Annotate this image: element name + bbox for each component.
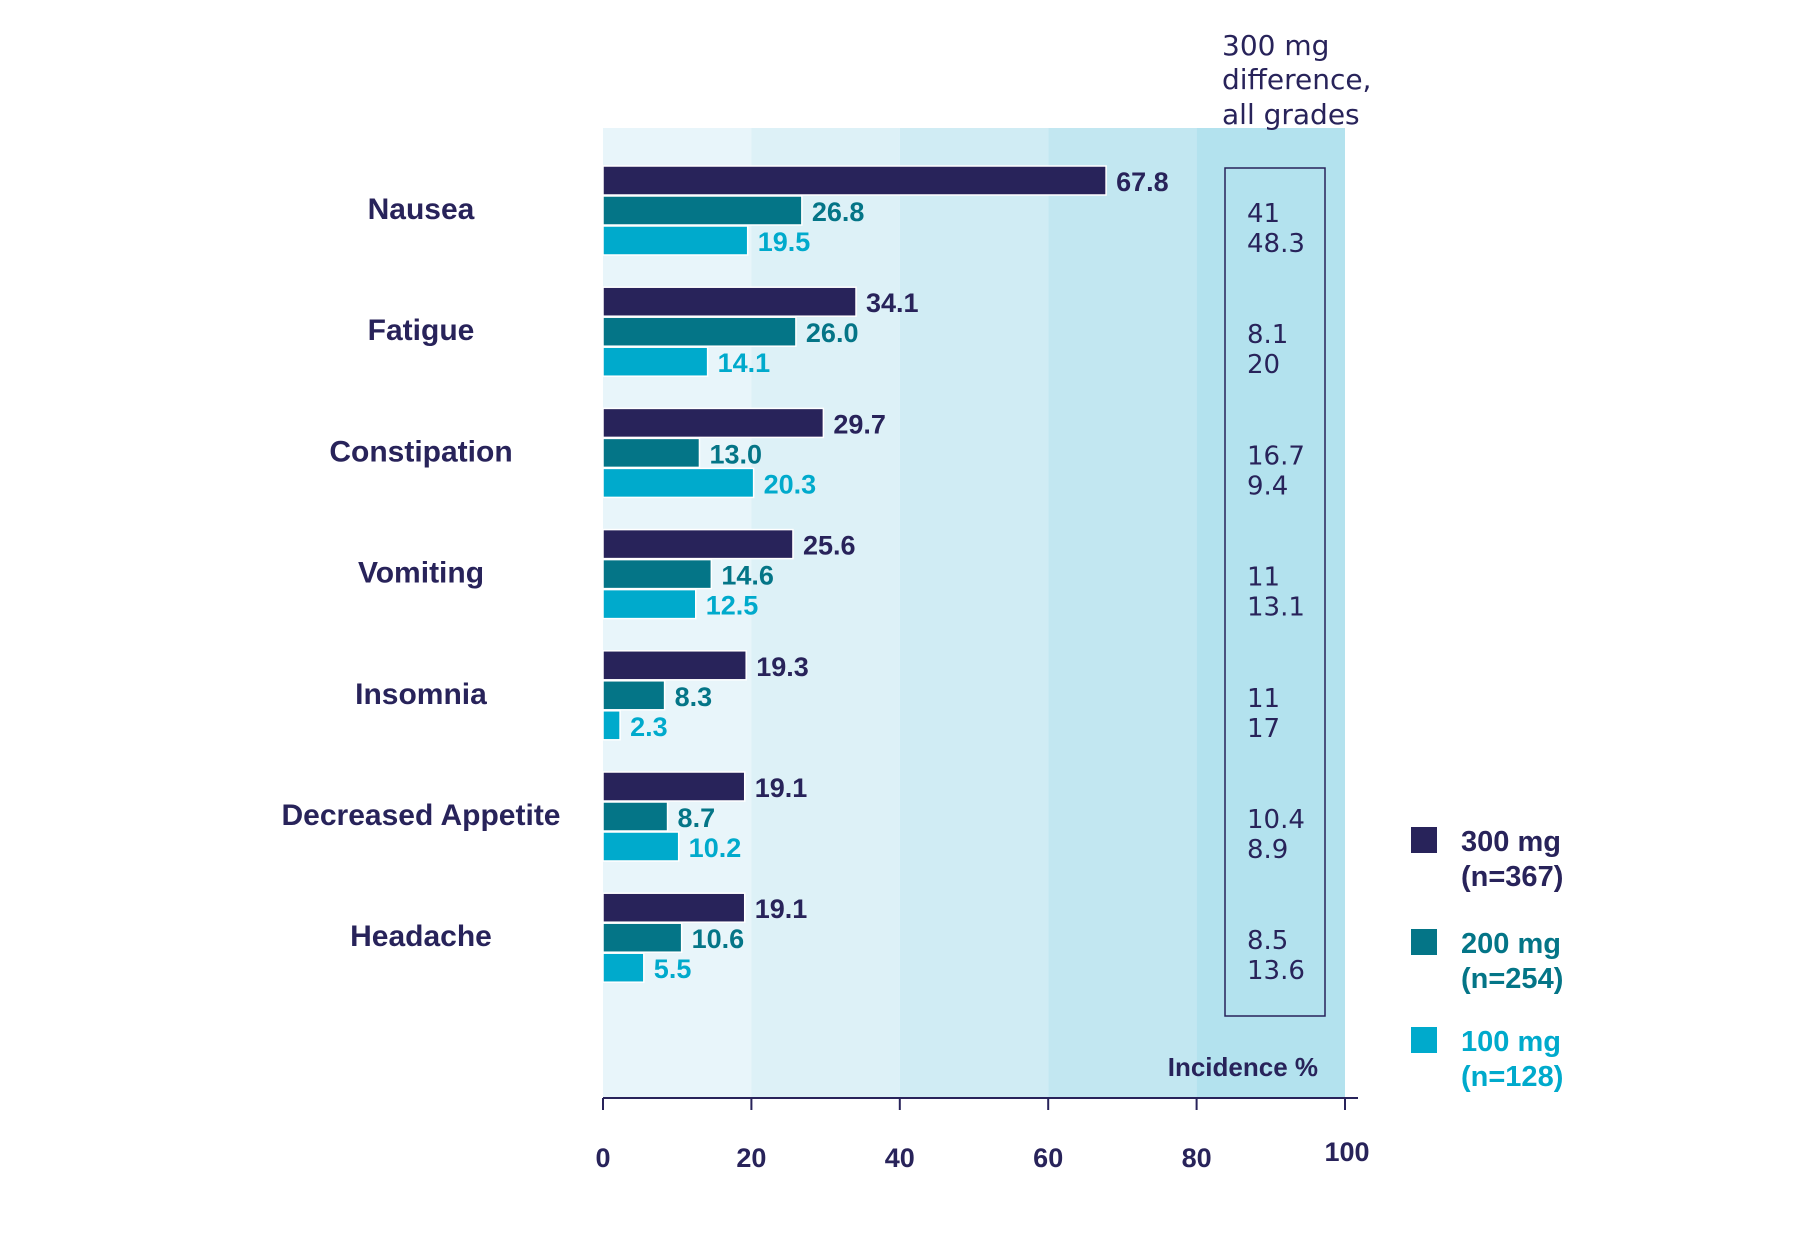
value-label-6-2: 5.5 bbox=[654, 954, 692, 984]
x-tick-label-1: 20 bbox=[736, 1143, 766, 1173]
category-label-0: Nausea bbox=[368, 193, 475, 226]
difference-header-line-2: difference, bbox=[1222, 63, 1371, 96]
value-label-5-2: 10.2 bbox=[689, 833, 742, 863]
legend-swatch-2 bbox=[1411, 1027, 1437, 1053]
value-label-4-0: 19.3 bbox=[756, 652, 809, 682]
bar-6-1 bbox=[602, 922, 683, 953]
x-axis-label: Incidence % bbox=[1168, 1052, 1318, 1082]
bar-1-0 bbox=[602, 286, 857, 317]
legend-swatch-0 bbox=[1411, 827, 1437, 853]
difference-value-6-0: 8.5 bbox=[1247, 926, 1288, 956]
bar-4-2 bbox=[602, 710, 621, 741]
value-label-4-1: 8.3 bbox=[675, 682, 713, 712]
difference-value-0-0: 41 bbox=[1247, 199, 1280, 229]
legend: 300 mg(n=367) 200 mg(n=254) 100 mg(n=128) bbox=[1411, 826, 1563, 1093]
bar-6-0 bbox=[602, 892, 746, 923]
bar-0-0 bbox=[602, 165, 1107, 196]
difference-header-line-3: all grades bbox=[1222, 98, 1360, 131]
bar-0-1 bbox=[602, 195, 803, 226]
value-label-5-0: 19.1 bbox=[755, 773, 808, 803]
x-tick-label-2: 40 bbox=[885, 1143, 915, 1173]
x-axis: Incidence % 0 20 40 60 80 100 bbox=[595, 1052, 1369, 1173]
legend-swatch-1 bbox=[1411, 929, 1437, 955]
bar-4-0 bbox=[602, 650, 747, 681]
bar-2-2 bbox=[602, 467, 755, 499]
x-tick-label-0: 0 bbox=[595, 1143, 610, 1173]
category-label-2: Constipation bbox=[329, 435, 512, 468]
bar-5-2 bbox=[602, 831, 680, 862]
bar-3-1 bbox=[602, 558, 713, 590]
difference-value-5-0: 10.4 bbox=[1247, 805, 1305, 835]
difference-value-1-1: 20 bbox=[1247, 350, 1280, 380]
bar-1-1 bbox=[602, 316, 797, 347]
value-label-3-0: 25.6 bbox=[803, 531, 856, 561]
background-band-2 bbox=[899, 128, 1049, 1098]
category-labels: Nausea Fatigue Constipation Vomiting Insomni… bbox=[282, 193, 561, 953]
value-label-4-2: 2.3 bbox=[630, 712, 668, 742]
legend-label-0-line-2: (n=367) bbox=[1461, 861, 1563, 893]
difference-value-1-0: 8.1 bbox=[1247, 320, 1288, 350]
background-band-3 bbox=[1048, 128, 1197, 1098]
background-bands bbox=[603, 128, 1345, 1098]
value-label-0-0: 67.8 bbox=[1116, 167, 1169, 197]
bar-2-1 bbox=[602, 437, 701, 469]
difference-value-6-1: 13.6 bbox=[1247, 956, 1305, 986]
value-label-0-2: 19.5 bbox=[758, 227, 811, 257]
value-label-0-1: 26.8 bbox=[812, 197, 865, 227]
x-tick-label-4: 80 bbox=[1182, 1143, 1212, 1173]
difference-value-0-1: 48.3 bbox=[1247, 229, 1305, 259]
value-label-1-0: 34.1 bbox=[866, 288, 919, 318]
difference-header-line-1: 300 mg bbox=[1222, 29, 1329, 62]
difference-value-5-1: 8.9 bbox=[1247, 835, 1288, 865]
difference-value-3-0: 11 bbox=[1247, 563, 1280, 593]
value-label-5-1: 8.7 bbox=[678, 803, 716, 833]
difference-value-4-0: 11 bbox=[1247, 684, 1280, 714]
value-label-6-1: 10.6 bbox=[692, 924, 745, 954]
difference-value-3-1: 13.1 bbox=[1247, 593, 1305, 623]
category-label-5: Decreased Appetite bbox=[282, 799, 561, 832]
bar-3-2 bbox=[602, 588, 697, 620]
difference-box bbox=[1224, 167, 1326, 1017]
bar-5-1 bbox=[602, 801, 669, 832]
value-label-2-2: 20.3 bbox=[764, 469, 817, 499]
legend-label-1-line-1: 200 mg bbox=[1461, 928, 1561, 960]
difference-value-4-1: 17 bbox=[1247, 714, 1280, 744]
category-label-4: Insomnia bbox=[355, 678, 487, 711]
bar-5-0 bbox=[602, 771, 746, 802]
value-label-1-1: 26.0 bbox=[806, 318, 859, 348]
category-label-1: Fatigue bbox=[368, 314, 475, 347]
value-label-3-2: 12.5 bbox=[706, 591, 759, 621]
bar-3-0 bbox=[602, 528, 794, 560]
legend-label-2-line-1: 100 mg bbox=[1461, 1026, 1561, 1058]
value-label-1-2: 14.1 bbox=[718, 348, 771, 378]
plot-area: 67.8 26.819.5 34.126.0 14.1 29.7 13.020.3 25.6… bbox=[602, 165, 1169, 984]
difference-value-2-1: 9.4 bbox=[1247, 471, 1288, 501]
legend-label-2-line-2: (n=128) bbox=[1461, 1061, 1563, 1093]
value-label-3-1: 14.6 bbox=[721, 561, 774, 591]
category-label-6: Headache bbox=[350, 920, 492, 953]
category-label-3: Vomiting bbox=[358, 557, 484, 590]
x-tick-label-5: 100 bbox=[1324, 1137, 1369, 1167]
difference-value-2-0: 16.7 bbox=[1247, 441, 1305, 471]
value-label-6-0: 19.1 bbox=[755, 894, 808, 924]
value-label-2-0: 29.7 bbox=[833, 409, 886, 439]
x-tick-label-3: 60 bbox=[1033, 1143, 1063, 1173]
bar-4-1 bbox=[602, 680, 666, 711]
bar-6-2 bbox=[602, 952, 645, 983]
bar-2-0 bbox=[602, 407, 825, 439]
legend-label-0-line-1: 300 mg bbox=[1461, 826, 1561, 858]
value-label-2-1: 13.0 bbox=[709, 439, 762, 469]
bar-1-2 bbox=[602, 346, 709, 377]
background-band-1 bbox=[751, 128, 900, 1098]
background-band-4 bbox=[1196, 128, 1345, 1098]
bar-0-2 bbox=[602, 225, 749, 256]
legend-label-1-line-2: (n=254) bbox=[1461, 963, 1563, 995]
